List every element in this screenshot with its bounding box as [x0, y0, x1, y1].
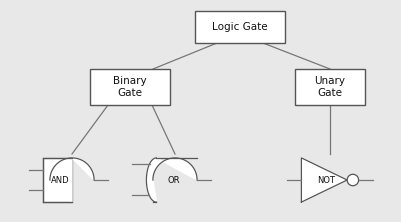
Text: Logic Gate: Logic Gate	[212, 22, 267, 32]
FancyBboxPatch shape	[294, 69, 364, 105]
Polygon shape	[301, 158, 346, 202]
Text: NOT: NOT	[316, 176, 334, 184]
Text: OR: OR	[167, 176, 180, 184]
FancyBboxPatch shape	[90, 69, 170, 105]
Polygon shape	[146, 158, 196, 202]
Bar	[43, 158, 72, 202]
Text: AND: AND	[51, 176, 70, 184]
FancyBboxPatch shape	[194, 11, 284, 43]
Text: Unary
Gate: Unary Gate	[314, 76, 344, 98]
Polygon shape	[50, 158, 94, 202]
Text: Binary
Gate: Binary Gate	[113, 76, 146, 98]
Circle shape	[346, 174, 358, 186]
